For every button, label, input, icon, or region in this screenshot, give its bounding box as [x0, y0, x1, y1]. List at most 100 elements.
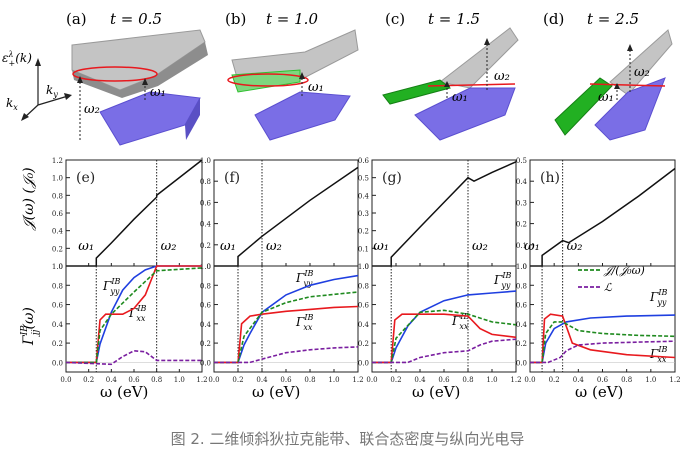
panel-letter: (h): [540, 170, 560, 186]
legend: 𝒥/(𝒥₀ω) ℒ: [578, 264, 645, 294]
panel-letter: (f): [224, 170, 240, 186]
y-tick-label: 0.1: [516, 242, 527, 250]
y-tick-label: 0: [523, 263, 527, 271]
y-tick-label: 0.2: [52, 340, 63, 348]
y-tick-label: 0.2: [52, 245, 63, 253]
x-axis-label-g: ω (eV): [412, 383, 460, 401]
x-tick-label: 1.0: [174, 376, 185, 384]
y-tick-label: 0.8: [52, 282, 63, 290]
x-tick-label: 0.2: [390, 376, 401, 384]
panel-a-letter: (a): [66, 10, 87, 28]
panel-h2: 0.0 0.2 0.4 0.6 0.8 1.0 0.0 0.2 0.4 0.6 0.8 1.0 1.2: [516, 263, 681, 384]
panel-c-t: t = 1.5: [428, 10, 480, 28]
panel-c-letter: (c): [385, 10, 405, 28]
y-tick-label: 0.8: [358, 282, 369, 290]
panel-g: 0 0.1 0.2 0.3 0.4 0.5 0.6 (g) ω₁ ω₂: [358, 157, 517, 271]
series-l: [65, 349, 202, 366]
y-tick-label: 0.1: [358, 245, 369, 253]
y-tick-label: 1.0: [52, 175, 63, 183]
band-surface-b: ω₁: [227, 29, 359, 141]
panel-f: 0 0.2 0.4 0.6 0.8 1.0 (f) ω₁ ω₂: [200, 157, 359, 271]
y-tick-label: 1.0: [358, 263, 369, 271]
y-tick-label: 0.6: [200, 302, 212, 310]
x-tick-label: 1.2: [196, 376, 207, 384]
panel-frame: [213, 265, 359, 373]
y-tick-label: 1.2: [52, 157, 63, 165]
panel-a-title: (a) t = 0.5: [66, 10, 162, 28]
band-surface-d: ω₁ ω₂: [554, 29, 673, 141]
upper-green-d: [554, 77, 613, 136]
y-tick-label: 0.6: [358, 157, 370, 165]
curve-annotations: ΓIB yy ΓIB xx ΓIB yy ΓIB xx ΓIB yy ΓIB xx ΓIB y…: [102, 269, 667, 364]
omega1-arrowhead-c: [444, 81, 450, 87]
x-tick-label: 1.2: [510, 376, 521, 384]
y-tick-label: 0.8: [200, 282, 211, 290]
x-axis-label-e: ω (eV): [100, 383, 148, 401]
upper-cone-d: [609, 29, 673, 96]
y-tick-label: 0.6: [516, 302, 528, 310]
ky-axis-label: ky: [46, 83, 58, 99]
x-tick-label: 1.2: [352, 376, 363, 384]
gxx-label-h: ΓIB xx: [649, 345, 667, 364]
jdos-curve: [530, 167, 676, 267]
panel-b-t: t = 1.0: [266, 10, 318, 28]
plots: 0 0.2 0.4 0.6 0.8 1.0 1.2 (e) ω₁ ω₂ 0 0.2 0.4 0.6 0.8 1…: [52, 157, 681, 384]
omega1-arrowhead-a: [142, 78, 148, 85]
y-tick-label: 0.2: [516, 221, 527, 229]
y-tick-label: 0.6: [200, 199, 212, 207]
y-tick-label: 0.2: [516, 340, 527, 348]
series-l: [530, 340, 676, 364]
y-tick-label: 0.4: [52, 228, 64, 236]
x-tick-label: 0.6: [280, 376, 292, 384]
x-tick-label: 1.0: [486, 376, 497, 384]
omega2-label: ω₂: [472, 239, 488, 254]
panel-e: 0 0.2 0.4 0.6 0.8 1.0 1.2 (e) ω₁ ω₂: [52, 157, 203, 271]
panel-f2: 0.0 0.2 0.4 0.6 0.8 1.0 0.0 0.2 0.4 0.6 0.8 1.0 1.2: [200, 263, 364, 384]
panel-h: 0 0.1 0.2 0.3 0.4 0.5 (h) ω₁ ω₂: [516, 157, 676, 271]
y-tick-label: 0.0: [200, 359, 211, 367]
lower-cone-d: [594, 77, 666, 141]
y-tick-label: 0.4: [358, 192, 370, 200]
panel-g2: 0.0 0.2 0.4 0.6 0.8 1.0 0.0 0.2 0.4 0.6 0.8 1.0 1.2: [358, 263, 522, 384]
series-jj: [372, 309, 517, 364]
y-tick-label: 0: [365, 263, 369, 271]
y-tick-label: 1.0: [200, 263, 211, 271]
series-xx: [214, 305, 359, 364]
cone-b-rim: [227, 73, 309, 87]
y-tick-label: 0.5: [516, 157, 527, 165]
gyy-label-f: ΓIB yy: [295, 269, 313, 288]
gyy-label-h: ΓIB yy: [649, 288, 667, 307]
y-tick-label: 0.4: [200, 221, 212, 229]
x-tick-label: 0.8: [621, 376, 632, 384]
y-tick-label: 0.8: [200, 178, 211, 186]
x-tick-label: 0.6: [438, 376, 450, 384]
energy-axis-label: ελ +(k): [2, 50, 32, 68]
panel-e2: 0.0 0.2 0.4 0.6 0.8 1.0 0.0 0.2 0.4 0.6 0.8 1.0 1.2: [52, 263, 208, 384]
omega1-label: ω₁: [220, 239, 236, 254]
y-tick-label: 0.2: [200, 242, 211, 250]
cone-c-rim: [427, 83, 516, 87]
x-tick-label: 0.6: [128, 376, 140, 384]
x-tick-label: 0.0: [366, 376, 377, 384]
omega1-label-d: ω₁: [598, 90, 614, 105]
x-tick-label: 0.2: [549, 376, 560, 384]
y-tick-label: 0.2: [358, 340, 369, 348]
cone-d-rim: [589, 83, 666, 87]
lower-cone-a-side: [185, 98, 200, 140]
x-tick-label: 0.8: [304, 376, 315, 384]
omega2-label: ω₂: [266, 239, 282, 254]
omega2-label-c: ω₂: [494, 69, 510, 84]
jdos-curve: [66, 159, 203, 267]
series-xx: [372, 313, 517, 364]
x-axis-label-h: ω (eV): [575, 383, 623, 401]
y-tick-label: 0.5: [358, 175, 369, 183]
gyy-label-e: ΓIB yy: [102, 277, 120, 296]
figure-caption: 图 2. 二维倾斜狄拉克能带、联合态密度与纵向光电导: [170, 430, 525, 448]
gxx-label-e: ΓIB xx: [128, 304, 146, 323]
legend-j-label: 𝒥/(𝒥₀ω): [603, 264, 645, 277]
lower-cone-b: [254, 91, 351, 141]
x-tick-label: 0.0: [524, 376, 535, 384]
band-panels: ελ +(k) ky kx (a) t = 0.5 (b) t = 1.0 (c)…: [2, 10, 673, 146]
series-jj: [530, 321, 676, 364]
